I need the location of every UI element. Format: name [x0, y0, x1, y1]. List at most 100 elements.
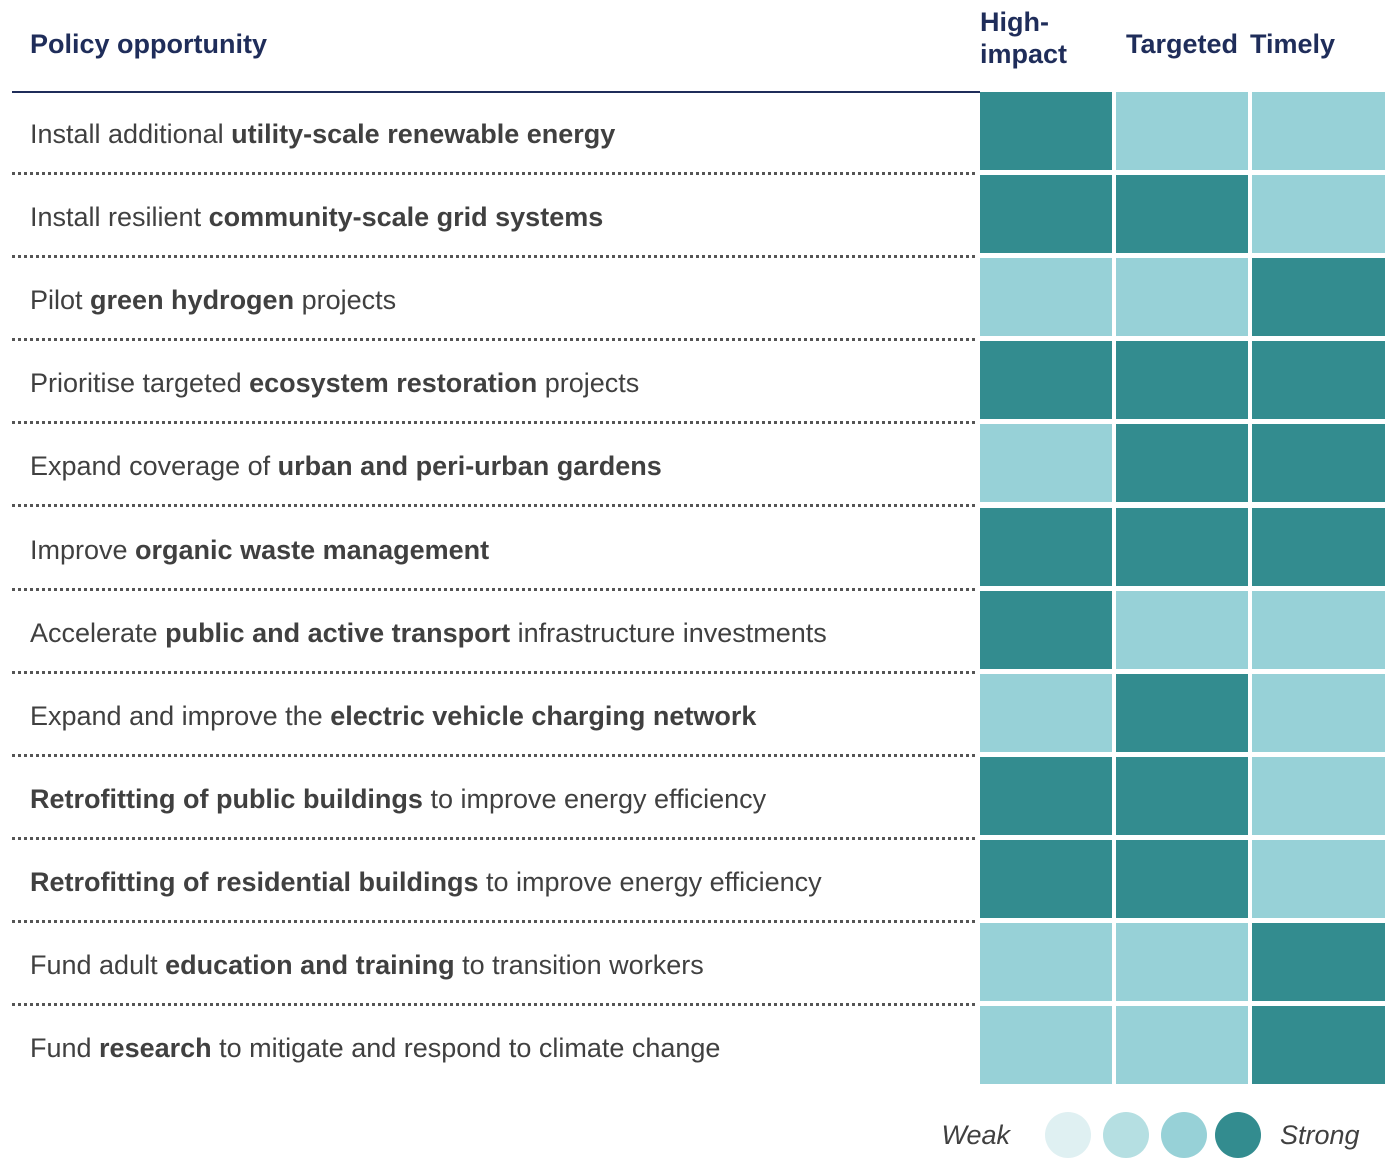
- rating-cell: [1116, 590, 1248, 669]
- legend-swatch: [1045, 1112, 1091, 1158]
- rating-cell: [980, 175, 1112, 254]
- legend-low: Weak: [941, 1120, 1010, 1150]
- row-separator: [12, 587, 975, 591]
- rating-cell: [1252, 673, 1385, 752]
- label-text: projects: [294, 285, 397, 316]
- rating-cell: [1116, 673, 1248, 752]
- row-separator: [12, 670, 975, 674]
- label-text: Retrofitting of residential buildings: [30, 866, 479, 897]
- rating-cell: [1252, 341, 1385, 420]
- row-separator: [12, 504, 975, 508]
- column-header: High-impact: [980, 7, 1068, 69]
- header-rule: [12, 91, 980, 93]
- column-header: Timely: [1250, 29, 1336, 59]
- rating-cell: [1252, 175, 1385, 254]
- rating-cell: [980, 756, 1112, 835]
- label-text: utility-scale renewable energy: [231, 119, 616, 149]
- label-text: to mitigate and respond to climate chang…: [211, 1033, 721, 1064]
- label-text: education and training: [165, 950, 455, 980]
- row-label: Improve organic waste management: [30, 534, 489, 566]
- label-text: research: [99, 1033, 212, 1064]
- rating-cell: [1116, 424, 1248, 503]
- row-separator: [12, 753, 975, 757]
- row-label: Retrofitting of public buildings to impr…: [30, 783, 766, 815]
- label-text: to improve energy efficiency: [478, 866, 822, 897]
- rating-cell: [1116, 1006, 1248, 1085]
- label-text: organic waste management: [135, 534, 490, 565]
- rating-cell: [980, 507, 1112, 586]
- label-text: Prioritise targeted: [30, 368, 250, 399]
- label-text: Fund: [30, 1033, 100, 1064]
- rating-cell: [1252, 258, 1385, 337]
- rating-cell: [1116, 839, 1248, 918]
- label-text: Fund adult: [30, 950, 166, 980]
- label-text: Retrofitting of public buildings: [30, 783, 423, 814]
- row-separator: [12, 919, 975, 923]
- row-label: Fund adult education and training to tra…: [30, 949, 704, 981]
- legend-high: Strong: [1280, 1120, 1360, 1150]
- rating-cell: [980, 673, 1112, 752]
- rating-cell: [1252, 590, 1385, 669]
- rating-cell: [1252, 756, 1385, 835]
- row-separator: [12, 836, 975, 840]
- rating-cell: [1252, 424, 1385, 503]
- label-text: projects: [537, 368, 640, 399]
- rating-cell: [1252, 839, 1385, 918]
- rating-cell: [1252, 1006, 1385, 1085]
- row-separator: [12, 1003, 975, 1006]
- label-text: infrastructure investments: [510, 617, 827, 648]
- rating-cell: [980, 839, 1112, 918]
- label-text: to transition workers: [454, 950, 704, 980]
- label-text: ecosystem restoration: [249, 368, 538, 399]
- rating-cell: [1116, 258, 1248, 337]
- rating-cell: [980, 424, 1112, 503]
- rating-cell: [980, 923, 1112, 1001]
- row-label: Expand coverage of urban and peri-urban …: [30, 450, 662, 482]
- row-label: Install additional utility-scale renewab…: [30, 118, 615, 150]
- rating-cell: [1116, 756, 1248, 835]
- row-separator: [12, 255, 975, 259]
- row-separator: [12, 338, 975, 342]
- table-title: Policy opportunity: [30, 29, 268, 59]
- label-text: Pilot: [30, 285, 91, 316]
- label-text: Install resilient: [30, 202, 209, 233]
- rating-cell: [980, 590, 1112, 669]
- row-label: Retrofitting of residential buildings to…: [30, 866, 822, 898]
- rating-cell: [1116, 92, 1248, 170]
- rating-cell: [1116, 507, 1248, 586]
- label-text: Expand coverage of: [30, 451, 278, 482]
- label-text: to improve energy efficiency: [422, 783, 767, 814]
- rating-cell: [1252, 92, 1385, 170]
- rating-cell: [980, 341, 1112, 420]
- row-separator: [12, 172, 975, 175]
- label-text: electric vehicle charging network: [330, 700, 757, 731]
- column-header: Targeted: [1125, 29, 1239, 59]
- label-text: community-scale grid systems: [208, 202, 604, 233]
- label-text: Improve: [30, 534, 136, 565]
- row-label: Install resilient community-scale grid s…: [30, 201, 603, 233]
- label-text: urban and peri-urban gardens: [277, 451, 662, 482]
- row-label: Accelerate public and active transport i…: [30, 617, 827, 649]
- label-text: Accelerate: [30, 617, 166, 648]
- label-text: Install additional: [30, 119, 232, 149]
- rating-cell: [1252, 923, 1385, 1001]
- row-label: Expand and improve the electric vehicle …: [30, 700, 756, 732]
- row-separator: [12, 421, 975, 425]
- legend-swatch: [1161, 1112, 1207, 1158]
- label-text: Expand and improve the: [30, 700, 331, 731]
- row-label: Pilot green hydrogen projects: [30, 284, 396, 316]
- rating-cell: [980, 258, 1112, 337]
- rating-cell: [1116, 175, 1248, 254]
- legend-swatch: [1103, 1112, 1149, 1158]
- row-label: Prioritise targeted ecosystem restoratio…: [30, 367, 639, 399]
- row-label: Fund research to mitigate and respond to…: [30, 1032, 720, 1064]
- legend-swatch: [1215, 1112, 1261, 1158]
- rating-cell: [1252, 507, 1385, 586]
- rating-cell: [980, 1006, 1112, 1085]
- rating-cell: [1116, 341, 1248, 420]
- rating-cell: [980, 92, 1112, 170]
- label-text: public and active transport: [165, 617, 511, 648]
- label-text: green hydrogen: [90, 285, 295, 316]
- rating-cell: [1116, 923, 1248, 1001]
